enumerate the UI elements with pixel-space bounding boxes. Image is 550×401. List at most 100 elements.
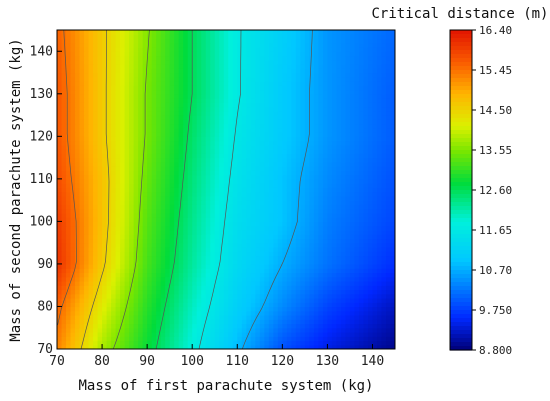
heatmap-cell <box>237 149 243 154</box>
heatmap-cell <box>70 200 76 205</box>
heatmap-cell <box>61 268 67 274</box>
heatmap-cell <box>268 251 274 257</box>
heatmap-cell <box>111 238 117 244</box>
heatmap-cell <box>241 149 247 154</box>
heatmap-cell <box>138 98 144 103</box>
heatmap-cell <box>241 98 247 103</box>
heatmap-cell <box>277 106 283 112</box>
heatmap-cell <box>84 144 90 150</box>
heatmap-cell <box>210 234 216 240</box>
heatmap-cell <box>165 174 171 180</box>
heatmap-cell <box>246 246 252 252</box>
heatmap-cell <box>133 144 139 150</box>
heatmap-cell <box>277 183 283 188</box>
heatmap-cell <box>120 149 126 154</box>
heatmap-cell <box>331 285 338 291</box>
heatmap-cell <box>201 293 207 299</box>
heatmap-cell <box>201 127 207 133</box>
heatmap-cell <box>214 323 220 329</box>
heatmap-cell <box>309 157 315 163</box>
heatmap-cell <box>232 276 238 282</box>
heatmap-cell <box>120 293 126 299</box>
heatmap-cell <box>120 200 126 205</box>
heatmap-cell <box>381 157 387 163</box>
heatmap-cell <box>250 123 256 129</box>
heatmap-cell <box>115 314 121 320</box>
heatmap-cell <box>345 106 351 112</box>
heatmap-cell <box>246 68 252 74</box>
heatmap-cell <box>214 319 220 325</box>
heatmap-cell <box>70 234 76 240</box>
heatmap-cell <box>156 217 162 222</box>
heatmap-cell <box>133 85 139 91</box>
heatmap-cell <box>232 144 238 150</box>
heatmap-cell <box>259 191 265 197</box>
heatmap-cell <box>223 251 229 257</box>
heatmap-cell <box>367 225 374 231</box>
heatmap-cell <box>304 246 310 252</box>
heatmap-cell <box>291 76 297 82</box>
heatmap-cell <box>385 336 392 342</box>
heatmap-cell <box>273 302 279 308</box>
heatmap-cell <box>187 102 193 108</box>
heatmap-cell <box>120 263 126 269</box>
heatmap-cell <box>210 157 216 163</box>
heatmap-cell <box>61 204 67 210</box>
heatmap-cell <box>210 127 216 133</box>
heatmap-cell <box>201 183 207 188</box>
heatmap-cell <box>160 93 166 99</box>
heatmap-cell <box>223 259 229 265</box>
heatmap-cell <box>183 136 189 142</box>
heatmap-cell <box>156 157 162 163</box>
heatmap-cell <box>129 72 135 78</box>
heatmap-cell <box>336 144 342 150</box>
heatmap-cell <box>228 268 234 274</box>
heatmap-cell <box>97 246 103 252</box>
heatmap-cell <box>300 208 306 214</box>
heatmap-cell <box>210 89 216 95</box>
heatmap-cell <box>115 310 121 316</box>
heatmap-cell <box>237 157 243 163</box>
heatmap-cell <box>201 123 207 129</box>
heatmap-cell <box>201 285 207 291</box>
heatmap-cell <box>120 204 126 210</box>
heatmap-cell <box>385 259 392 265</box>
heatmap-cell <box>295 102 301 108</box>
heatmap-cell <box>237 331 243 337</box>
heatmap-cell <box>97 119 103 125</box>
heatmap-cell <box>210 81 216 86</box>
heatmap-cell <box>313 272 319 278</box>
heatmap-cell <box>385 319 392 325</box>
heatmap-cell <box>165 212 171 218</box>
heatmap-cell <box>169 331 175 337</box>
heatmap-cell <box>120 157 126 163</box>
heatmap-cell <box>133 323 139 329</box>
heatmap-cell <box>390 89 395 95</box>
heatmap-cell <box>223 81 229 86</box>
heatmap-cell <box>363 285 369 291</box>
heatmap-cell <box>304 119 310 125</box>
heatmap-cell <box>264 319 270 325</box>
heatmap-cell <box>57 93 63 99</box>
heatmap-cell <box>174 85 180 91</box>
heatmap-cell <box>255 174 261 180</box>
heatmap-cell <box>102 255 108 261</box>
heatmap-cell <box>57 149 63 154</box>
heatmap-cell <box>268 221 274 227</box>
heatmap-cell <box>282 246 288 252</box>
heatmap-cell <box>300 85 306 91</box>
heatmap-cell <box>106 297 112 303</box>
heatmap-cell <box>385 183 392 188</box>
heatmap-cell <box>345 212 351 218</box>
heatmap-cell <box>291 195 297 201</box>
heatmap-cell <box>304 238 310 244</box>
heatmap-cell <box>322 183 328 188</box>
heatmap-cell <box>219 157 225 163</box>
heatmap-cell <box>255 234 261 240</box>
heatmap-cell <box>331 81 338 86</box>
heatmap-cell <box>75 132 81 137</box>
heatmap-cell <box>165 136 171 142</box>
heatmap-cell <box>97 221 103 227</box>
heatmap-cell <box>219 268 225 274</box>
heatmap-cell <box>151 157 157 163</box>
